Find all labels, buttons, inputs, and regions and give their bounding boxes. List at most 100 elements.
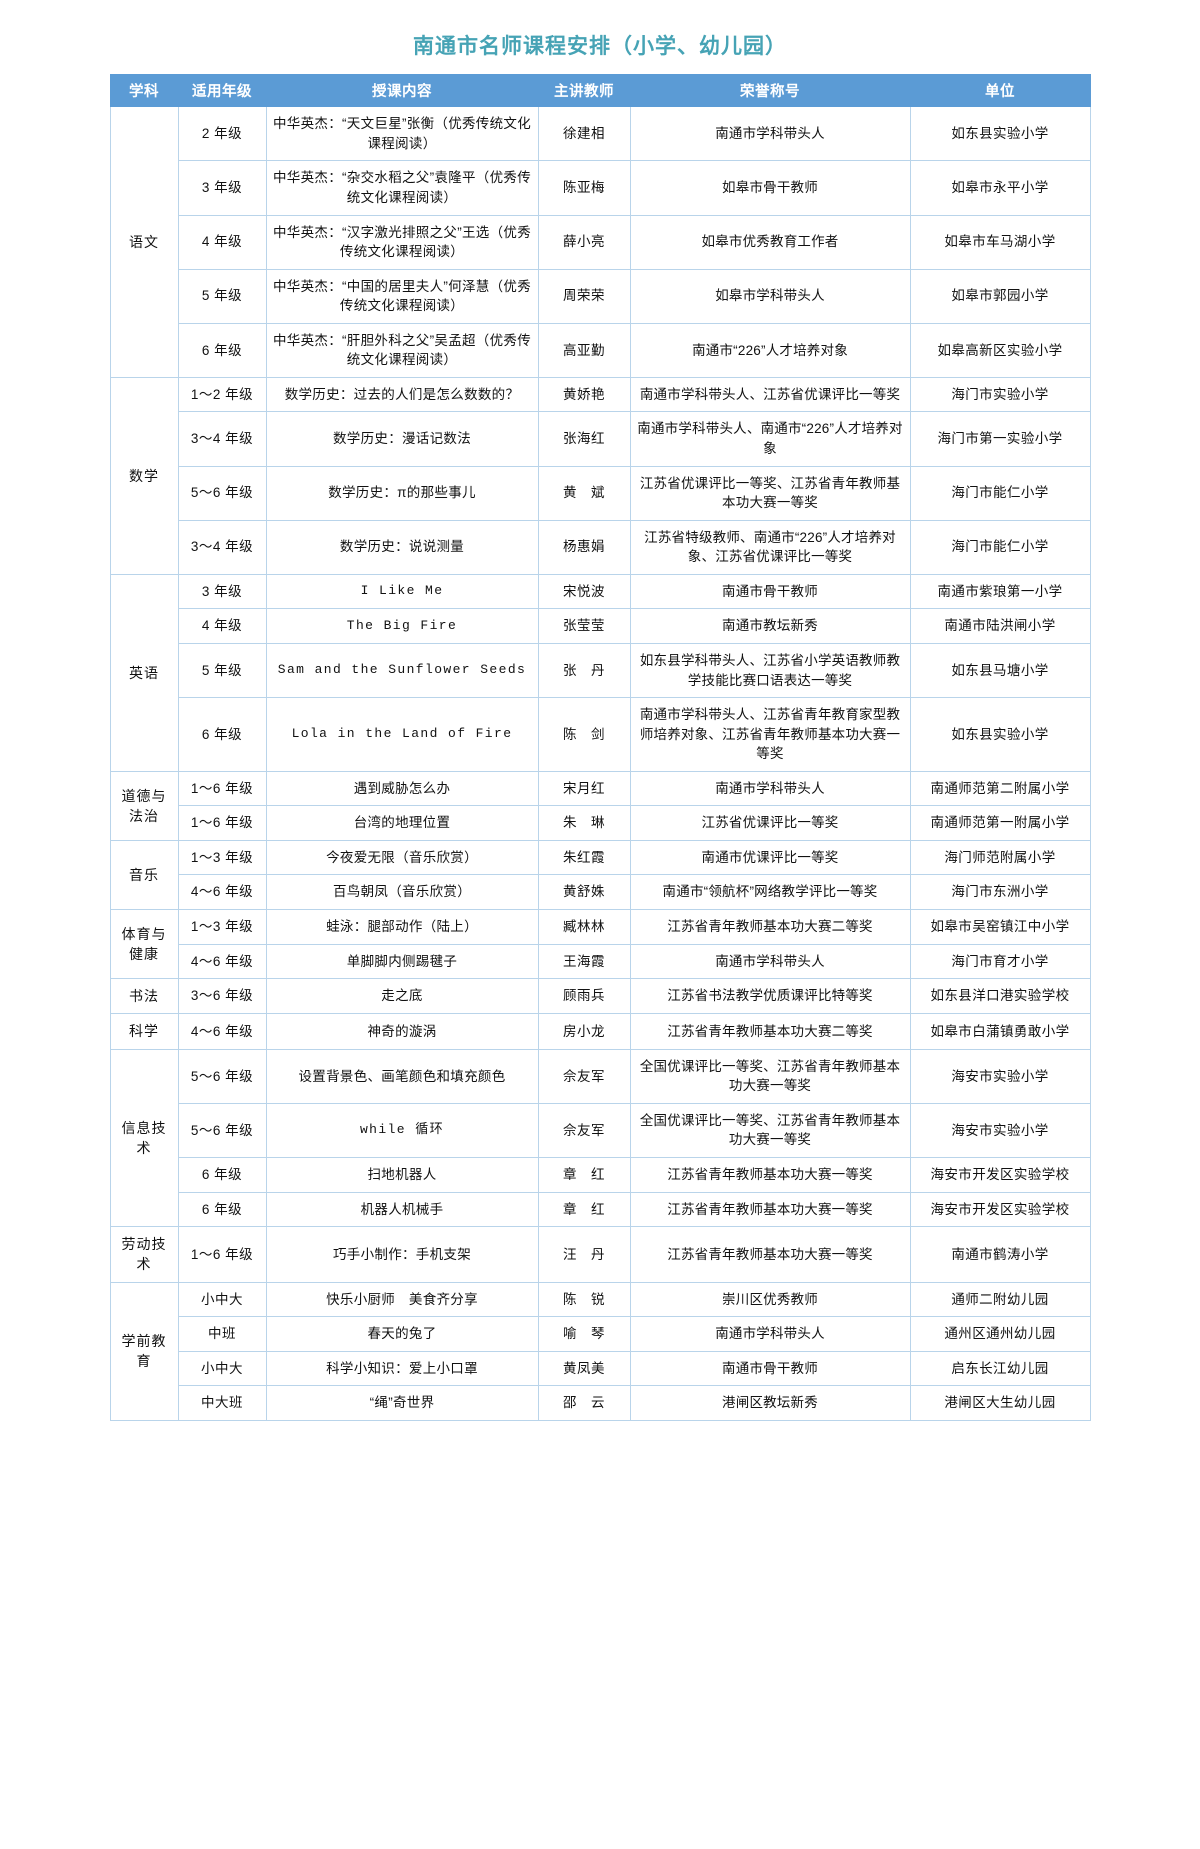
cell-teacher: 宋月红 [537, 770, 631, 807]
table-row: 6 年级 扫地机器人章 红江苏省青年教师基本功大赛一等奖 海安市开发区实验学校 [110, 1156, 1091, 1193]
cell-honor: 江苏省青年教师基本功大赛二等奖 [629, 909, 911, 945]
cell-unit: 如东县实验小学 [909, 697, 1091, 772]
cell-grade: 6 年级 [177, 1156, 267, 1193]
cell-subject: 学前教育 [109, 1281, 179, 1421]
cell-content: 中华英杰：“肝胆外科之父”吴孟超（优秀传统文化课程阅读） [265, 322, 539, 378]
cell-teacher: 喻 琴 [537, 1316, 631, 1352]
cell-honor: 南通市学科带头人、南通市“226”人才培养对象 [629, 411, 911, 467]
table-row: 4 年级 中华英杰：“汉字激光排照之父”王选（优秀传统文化课程阅读） 薛小亮 如皋市优… [110, 214, 1091, 270]
table-row: 数学 1～2 年级 数学历史：过去的人们是怎么数数的？ 黄娇艳 南通市学科带头人、江苏省… [109, 376, 1091, 575]
cell-grade: 中班 [177, 1316, 267, 1352]
cell-teacher: 张莹莹 [537, 608, 631, 644]
cell-grade: 4 年级 [177, 608, 267, 644]
cell-teacher: 臧林林 [537, 909, 631, 945]
column-header-subject: 学科 [109, 74, 179, 108]
cell-content: I Like Me [265, 573, 539, 610]
cell-teacher: 佘友军 [537, 1048, 631, 1104]
cell-subject: 科学 [109, 1013, 179, 1050]
cell-unit: 海门市育才小学 [909, 943, 1091, 980]
cell-grade: 3 年级 [177, 573, 267, 610]
cell-content: 春天的兔了 [265, 1316, 539, 1352]
cell-unit: 南通市陆洪闸小学 [909, 608, 1091, 644]
table-row: 学前教育 小中大 快乐小厨师 美食齐分享陈 锐崇川区优秀教师 通师二附幼儿园 [109, 1281, 1091, 1421]
table-row: 5 年级 中华英杰：“中国的居里夫人”何泽慧（优秀传统文化课程阅读） 周荣荣 如皋市学… [110, 268, 1091, 324]
table-body: 语文 2 年级 中华英杰：“天文巨星”张衡（优秀传统文化课程阅读） 徐建相 南通市学科带… [109, 106, 1091, 1421]
cell-unit: 海门市第一实验小学 [909, 411, 1091, 467]
cell-honor: 江苏省青年教师基本功大赛一等奖 [629, 1156, 911, 1193]
cell-unit: 启东长江幼儿园 [909, 1350, 1091, 1387]
cell-teacher: 汪 丹 [537, 1226, 631, 1283]
cell-content: 科学小知识：爱上小口罩 [265, 1350, 539, 1387]
cell-grade: 1～2 年级 [177, 376, 267, 413]
cell-content: 数学历史：漫话记数法 [265, 411, 539, 467]
cell-unit: 如东县实验小学 [909, 106, 1091, 162]
cell-honor: 南通市学科带头人 [629, 943, 911, 980]
cell-content: 数学历史：过去的人们是怎么数数的？ [265, 376, 539, 413]
cell-grade: 3～6 年级 [177, 978, 267, 1015]
cell-content: 走之底 [265, 978, 539, 1015]
cell-grade: 3～4 年级 [177, 411, 267, 467]
cell-grade: 6 年级 [177, 697, 267, 772]
table-row: 3～4 年级 数学历史：说说测量 杨惠娟 江苏省特级教师、南通市“226”人才培养对象… [110, 519, 1091, 575]
cell-teacher: 高亚勤 [537, 322, 631, 378]
cell-honor: 江苏省青年教师基本功大赛二等奖 [629, 1013, 911, 1050]
cell-unit: 海门市实验小学 [909, 376, 1091, 413]
cell-unit: 如皋高新区实验小学 [909, 322, 1091, 378]
cell-teacher: 陈 锐 [537, 1281, 631, 1318]
table-row: 语文 2 年级 中华英杰：“天文巨星”张衡（优秀传统文化课程阅读） 徐建相 南通市学科带… [109, 106, 1091, 378]
cell-content: 遇到威胁怎么办 [265, 770, 539, 807]
cell-subject: 信息技术 [109, 1048, 179, 1228]
cell-honor: 如皋市骨干教师 [629, 160, 911, 216]
cell-teacher: 张 丹 [537, 642, 631, 699]
cell-teacher: 朱 琳 [537, 805, 631, 841]
cell-unit: 南通师范第一附属小学 [909, 805, 1091, 841]
cell-content: 百鸟朝凤（音乐欣赏） [265, 874, 539, 910]
cell-teacher: 张海红 [537, 411, 631, 467]
cell-grade: 1～6 年级 [177, 805, 267, 841]
cell-content: 中华英杰：“汉字激光排照之父”王选（优秀传统文化课程阅读） [265, 214, 539, 270]
cell-subject: 数学 [109, 376, 179, 575]
cell-teacher: 陈 剑 [537, 697, 631, 772]
cell-subject: 道德与法治 [109, 770, 179, 841]
cell-honor: 江苏省青年教师基本功大赛一等奖 [629, 1226, 911, 1283]
cell-honor: 南通市骨干教师 [629, 573, 911, 610]
cell-honor: 全国优课评比一等奖、江苏省青年教师基本功大赛一等奖 [629, 1102, 911, 1158]
cell-grade: 2 年级 [177, 106, 267, 162]
cell-teacher: 宋悦波 [537, 573, 631, 610]
cell-teacher: 顾雨兵 [537, 978, 631, 1015]
cell-honor: 南通市学科带头人 [629, 106, 911, 162]
cell-content: 设置背景色、画笔颜色和填充颜色 [265, 1048, 539, 1104]
cell-teacher: 黄舒姝 [537, 874, 631, 910]
cell-honor: 南通市学科带头人 [629, 1316, 911, 1352]
table-row: 英语 3 年级 I Like Me 宋悦波 南通市骨干教师 南通市紫琅第一小学 [109, 573, 1091, 772]
cell-grade: 1～3 年级 [177, 909, 267, 945]
cell-grade: 1～6 年级 [177, 770, 267, 807]
cell-grade: 5～6 年级 [177, 1102, 267, 1158]
cell-content: 中华英杰：“天文巨星”张衡（优秀传统文化课程阅读） [265, 106, 539, 162]
cell-honor: 南通市“226”人才培养对象 [629, 322, 911, 378]
cell-grade: 5 年级 [177, 642, 267, 699]
cell-content: 巧手小制作：手机支架 [265, 1226, 539, 1283]
cell-content: 数学历史：说说测量 [265, 519, 539, 575]
cell-teacher: 黄 斌 [537, 465, 631, 521]
cell-content: 机器人机械手 [265, 1191, 539, 1228]
cell-unit: 如东县洋口港实验学校 [909, 978, 1091, 1015]
cell-teacher: 朱红霞 [537, 839, 631, 876]
cell-grade: 中大班 [177, 1385, 267, 1421]
cell-teacher: 章 红 [537, 1156, 631, 1193]
cell-honor: 如皋市优秀教育工作者 [629, 214, 911, 270]
cell-teacher: 王海霞 [537, 943, 631, 980]
cell-grade: 4～6 年级 [177, 1013, 267, 1050]
cell-grade: 6 年级 [177, 322, 267, 378]
cell-grade: 5 年级 [177, 268, 267, 324]
column-header-grade: 适用年级 [177, 74, 267, 108]
cell-honor: 如东县学科带头人、江苏省小学英语教师教学技能比赛口语表达一等奖 [629, 642, 911, 699]
cell-honor: 江苏省青年教师基本功大赛一等奖 [629, 1191, 911, 1228]
cell-content: 台湾的地理位置 [265, 805, 539, 841]
column-header-teacher: 主讲教师 [537, 74, 631, 108]
cell-grade: 6 年级 [177, 1191, 267, 1228]
cell-unit: 如皋市车马湖小学 [909, 214, 1091, 270]
cell-teacher: 黄娇艳 [537, 376, 631, 413]
cell-content: 今夜爱无限（音乐欣赏） [265, 839, 539, 876]
cell-honor: 南通市学科带头人、江苏省青年教育家型教师培养对象、江苏省青年教师基本功大赛一等奖 [629, 697, 911, 772]
